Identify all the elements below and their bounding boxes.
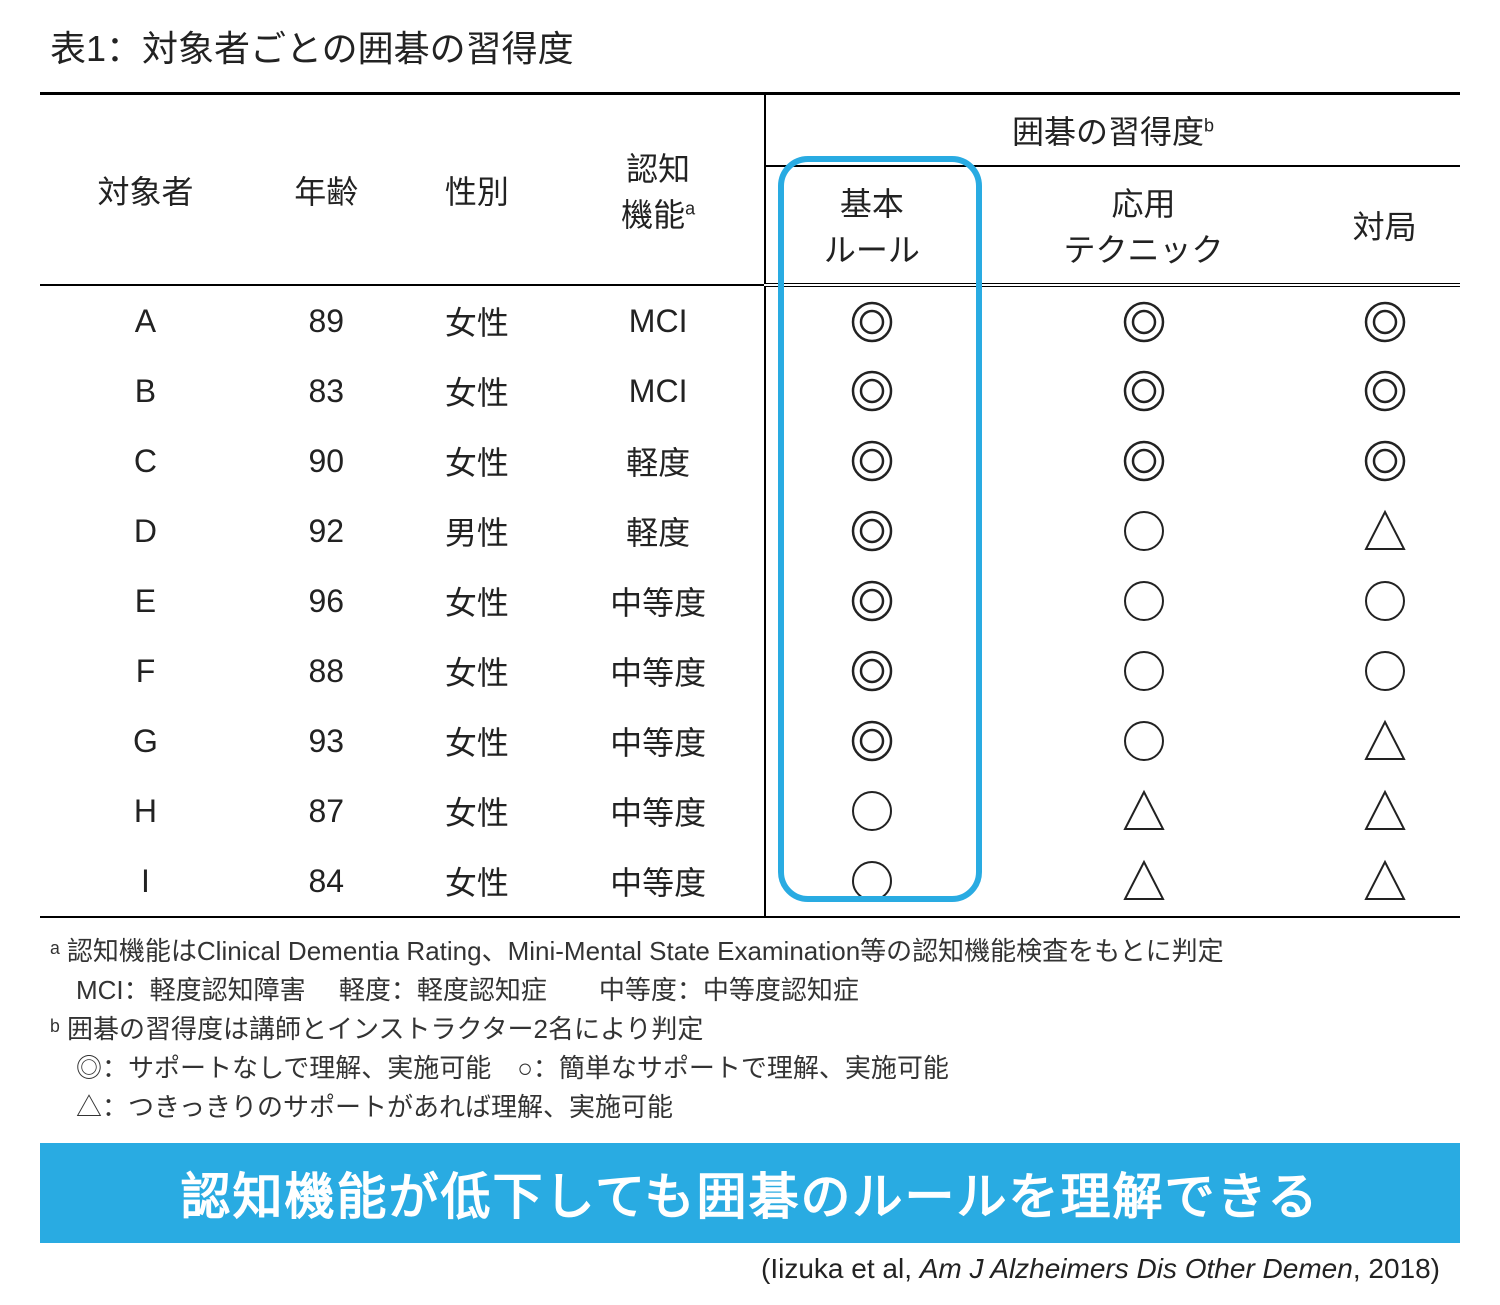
table-container: 対象者 年齢 性別 認知 機能a 囲碁の習得度b 基本 ルール 応用 テクニック… — [40, 92, 1460, 918]
cell-age: 88 — [251, 636, 402, 706]
cell-sex: 女性 — [402, 566, 553, 636]
cell-subject: E — [40, 566, 251, 636]
cell-sex: 女性 — [402, 706, 553, 776]
note-b3: △：つきっきりのサポートがあれば理解、実施可能 — [50, 1088, 1460, 1127]
cell-match — [1309, 496, 1460, 566]
cell-basic — [765, 706, 978, 776]
cell-subject: B — [40, 356, 251, 426]
cell-basic — [765, 426, 978, 496]
table-row: F88女性中等度 — [40, 636, 1460, 706]
cell-age: 87 — [251, 776, 402, 846]
note-a2: MCI：軽度認知障害 軽度：軽度認知症 中等度：中等度認知症 — [50, 971, 1460, 1010]
cell-sex: 女性 — [402, 636, 553, 706]
cell-cognition: 軽度 — [552, 426, 765, 496]
cell-applied — [978, 846, 1309, 917]
spanner-sup: b — [1204, 115, 1214, 135]
table-row: E96女性中等度 — [40, 566, 1460, 636]
table-row: H87女性中等度 — [40, 776, 1460, 846]
cell-age: 92 — [251, 496, 402, 566]
cell-applied — [978, 706, 1309, 776]
citation-suffix: , 2018) — [1353, 1253, 1440, 1284]
cell-basic — [765, 776, 978, 846]
cell-basic — [765, 285, 978, 356]
conclusion-banner: 認知機能が低下しても囲碁のルールを理解できる — [40, 1143, 1460, 1243]
col-cognition-header: 認知 機能a — [552, 94, 765, 286]
cell-applied — [978, 566, 1309, 636]
spanner-header: 囲碁の習得度b — [765, 94, 1460, 167]
footnotes: ᵃ 認知機能はClinical Dementia Rating、Mini-Men… — [40, 932, 1460, 1127]
cell-match — [1309, 846, 1460, 917]
table-row: B83女性MCI — [40, 356, 1460, 426]
col-basic-header: 基本 ルール — [765, 166, 978, 285]
col-match-header: 対局 — [1309, 166, 1460, 285]
table-row: D92男性軽度 — [40, 496, 1460, 566]
table-row: C90女性軽度 — [40, 426, 1460, 496]
cell-cognition: 中等度 — [552, 846, 765, 917]
cell-sex: 女性 — [402, 846, 553, 917]
cell-age: 83 — [251, 356, 402, 426]
cell-subject: G — [40, 706, 251, 776]
cell-subject: F — [40, 636, 251, 706]
cell-sex: 女性 — [402, 356, 553, 426]
cell-applied — [978, 636, 1309, 706]
note-b1: ᵇ 囲碁の習得度は講師とインストラクター2名により判定 — [50, 1010, 1460, 1049]
cell-applied — [978, 426, 1309, 496]
cell-match — [1309, 566, 1460, 636]
col-age-header: 年齢 — [251, 94, 402, 286]
cell-applied — [978, 776, 1309, 846]
cell-cognition: 軽度 — [552, 496, 765, 566]
cell-sex: 男性 — [402, 496, 553, 566]
cell-cognition: 中等度 — [552, 706, 765, 776]
cell-match — [1309, 636, 1460, 706]
note-b2: ◎：サポートなしで理解、実施可能 ○：簡単なサポートで理解、実施可能 — [50, 1049, 1460, 1088]
table-row: G93女性中等度 — [40, 706, 1460, 776]
note-a1: ᵃ 認知機能はClinical Dementia Rating、Mini-Men… — [50, 932, 1460, 971]
cognition-label: 認知 機能 — [621, 151, 690, 233]
cell-cognition: 中等度 — [552, 776, 765, 846]
cell-match — [1309, 285, 1460, 356]
cell-subject: A — [40, 285, 251, 356]
cell-age: 89 — [251, 285, 402, 356]
table-row: I84女性中等度 — [40, 846, 1460, 917]
citation-journal: Am J Alzheimers Dis Other Demen — [920, 1253, 1353, 1284]
cell-sex: 女性 — [402, 285, 553, 356]
table-row: A89女性MCI — [40, 285, 1460, 356]
cell-subject: D — [40, 496, 251, 566]
cell-basic — [765, 356, 978, 426]
proficiency-table: 対象者 年齢 性別 認知 機能a 囲碁の習得度b 基本 ルール 応用 テクニック… — [40, 92, 1460, 918]
cognition-sup: a — [685, 198, 695, 218]
cell-match — [1309, 356, 1460, 426]
cell-subject: H — [40, 776, 251, 846]
cell-age: 84 — [251, 846, 402, 917]
cell-cognition: 中等度 — [552, 636, 765, 706]
cell-basic — [765, 636, 978, 706]
cell-sex: 女性 — [402, 426, 553, 496]
col-sex-header: 性別 — [402, 94, 553, 286]
cell-cognition: MCI — [552, 356, 765, 426]
cell-sex: 女性 — [402, 776, 553, 846]
cell-age: 93 — [251, 706, 402, 776]
cell-cognition: 中等度 — [552, 566, 765, 636]
citation: (Iizuka et al, Am J Alzheimers Dis Other… — [40, 1253, 1460, 1285]
cell-basic — [765, 566, 978, 636]
cell-match — [1309, 776, 1460, 846]
cell-age: 90 — [251, 426, 402, 496]
table-body: A89女性MCIB83女性MCIC90女性軽度D92男性軽度E96女性中等度F8… — [40, 285, 1460, 917]
cell-applied — [978, 356, 1309, 426]
cell-match — [1309, 426, 1460, 496]
col-subject-header: 対象者 — [40, 94, 251, 286]
cell-subject: I — [40, 846, 251, 917]
cell-subject: C — [40, 426, 251, 496]
cell-applied — [978, 285, 1309, 356]
table-title: 表1：対象者ごとの囲碁の習得度 — [40, 20, 1460, 72]
cell-basic — [765, 496, 978, 566]
cell-basic — [765, 846, 978, 917]
cell-cognition: MCI — [552, 285, 765, 356]
citation-prefix: (Iizuka et al, — [761, 1253, 920, 1284]
cell-age: 96 — [251, 566, 402, 636]
col-applied-header: 応用 テクニック — [978, 166, 1309, 285]
spanner-label: 囲碁の習得度 — [1012, 114, 1204, 150]
cell-match — [1309, 706, 1460, 776]
cell-applied — [978, 496, 1309, 566]
